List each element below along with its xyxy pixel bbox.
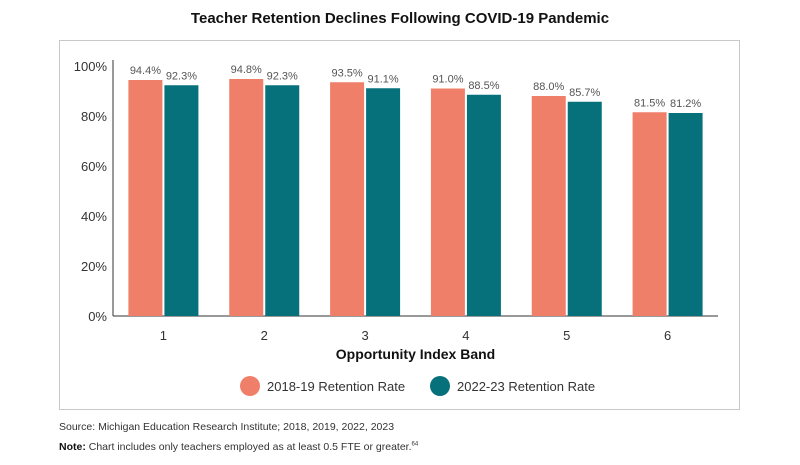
bar — [632, 112, 667, 316]
data-label: 93.5% — [331, 67, 362, 79]
data-label: 91.1% — [367, 73, 398, 85]
data-label: 81.5% — [634, 97, 665, 109]
y-tick-label: 80% — [81, 109, 107, 124]
data-label: 85.7% — [569, 87, 600, 99]
bar — [668, 113, 703, 316]
bar — [466, 94, 501, 316]
bar — [164, 85, 199, 316]
bar — [265, 85, 300, 316]
x-tick-label: 4 — [462, 328, 469, 343]
data-label: 94.4% — [130, 65, 161, 77]
footnote: Note: Chart includes only teachers emplo… — [59, 441, 418, 453]
chart-frame — [59, 40, 740, 410]
note-reference: 64 — [411, 441, 419, 448]
bar — [229, 79, 264, 316]
legend-swatch — [240, 376, 260, 396]
x-tick-label: 5 — [563, 328, 570, 343]
data-label: 94.8% — [231, 64, 262, 76]
bar — [430, 88, 465, 316]
bar — [366, 88, 401, 316]
x-tick-label: 1 — [160, 328, 167, 343]
data-label: 92.3% — [267, 70, 298, 82]
bar — [330, 82, 365, 316]
data-label: 88.0% — [533, 81, 564, 93]
source-note: Source: Michigan Education Research Inst… — [59, 421, 395, 433]
data-label: 81.2% — [670, 98, 701, 110]
legend-label: 2018-19 Retention Rate — [267, 379, 405, 394]
y-tick-label: 40% — [81, 209, 107, 224]
bar — [128, 80, 163, 316]
bar — [567, 101, 602, 316]
bar — [531, 96, 566, 316]
note-text: Chart includes only teachers employed as… — [85, 441, 412, 453]
note-label: Note: — [59, 441, 86, 453]
chart-title: Teacher Retention Declines Following COV… — [190, 10, 610, 27]
legend-swatch — [430, 376, 450, 396]
legend-label: 2022-23 Retention Rate — [457, 379, 595, 394]
data-label: 92.3% — [166, 70, 197, 82]
y-tick-label: 0% — [88, 309, 107, 324]
x-tick-label: 3 — [361, 328, 368, 343]
x-tick-label: 2 — [261, 328, 268, 343]
data-label: 91.0% — [432, 74, 463, 86]
data-label: 88.5% — [468, 80, 499, 92]
y-tick-label: 20% — [81, 259, 107, 274]
x-axis-title: Opportunity Index Band — [336, 346, 495, 362]
x-tick-label: 6 — [664, 328, 671, 343]
y-tick-label: 60% — [81, 159, 107, 174]
y-tick-label: 100% — [74, 59, 108, 74]
